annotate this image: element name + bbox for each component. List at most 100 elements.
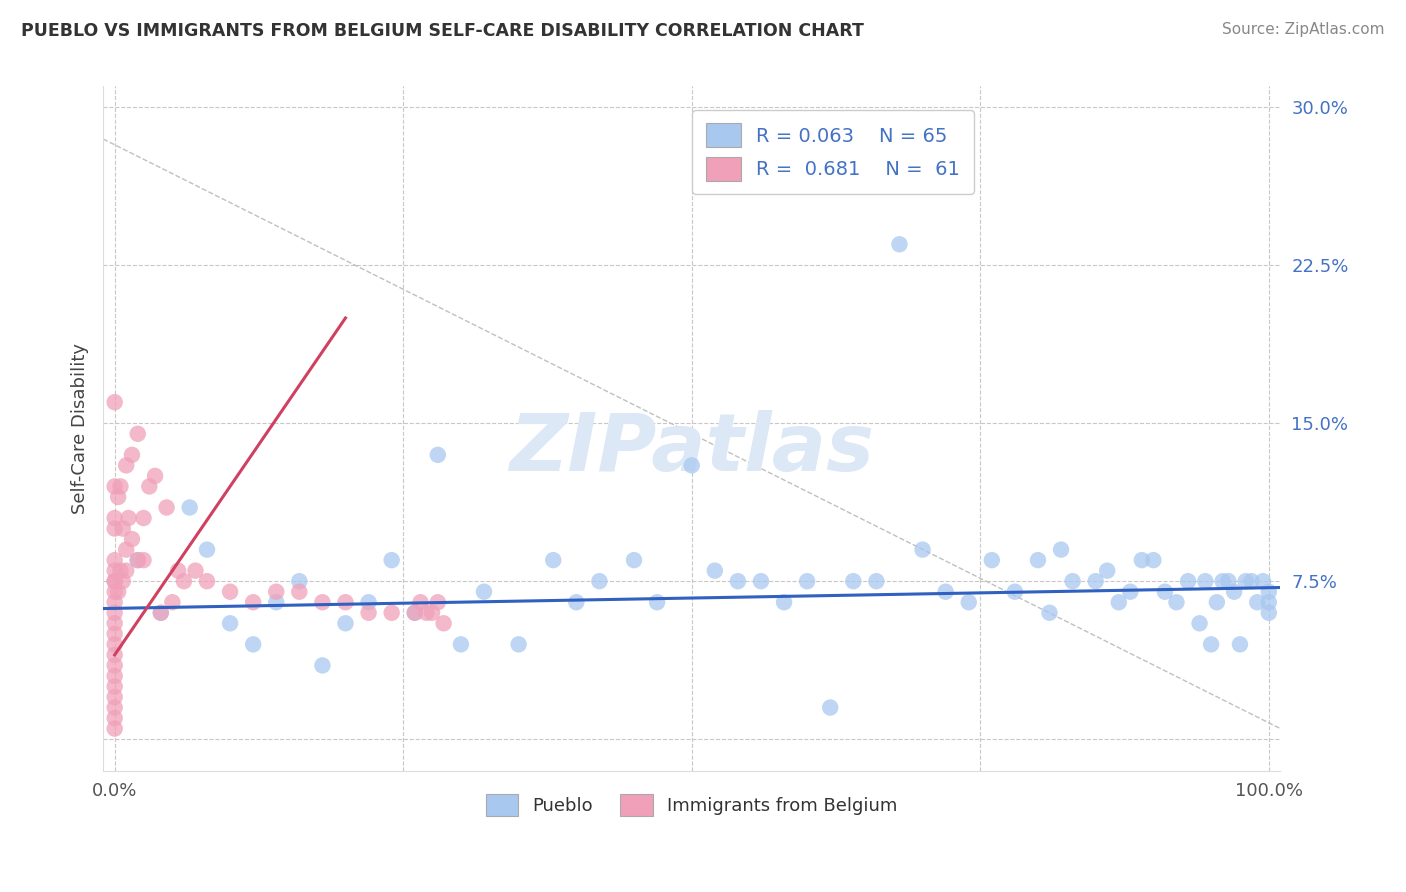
Point (104, 564, 127, 578)
Text: PUEBLO VS IMMIGRANTS FROM BELGIUM SELF-CARE DISABILITY CORRELATION CHART: PUEBLO VS IMMIGRANTS FROM BELGIUM SELF-C… (21, 22, 863, 40)
Point (104, 574, 127, 589)
Point (1084, 574, 1107, 589)
Point (107, 584, 129, 599)
Point (645, 595, 668, 609)
Point (1130, 553, 1153, 567)
Point (1234, 574, 1257, 589)
Legend: Pueblo, Immigrants from Belgium: Pueblo, Immigrants from Belgium (478, 787, 905, 823)
Point (173, 574, 195, 589)
Point (565, 595, 588, 609)
Point (508, 637, 530, 651)
Point (242, 637, 264, 651)
Point (818, 700, 841, 714)
Point (110, 479, 132, 493)
Point (143, 469, 166, 483)
Point (957, 595, 980, 609)
Point (104, 479, 127, 493)
Point (357, 606, 380, 620)
Point (796, 574, 818, 589)
Point (450, 637, 472, 651)
Point (381, 606, 404, 620)
Point (426, 595, 449, 609)
Point (104, 690, 127, 704)
Point (288, 574, 311, 589)
Point (1251, 574, 1274, 589)
Point (889, 237, 911, 252)
Point (381, 553, 404, 567)
Point (104, 574, 127, 589)
Point (121, 532, 143, 546)
Point (842, 574, 865, 589)
Point (104, 522, 127, 536)
Point (1004, 584, 1026, 599)
Point (426, 448, 449, 462)
Point (749, 574, 772, 589)
Point (104, 616, 127, 631)
Point (162, 595, 184, 609)
Point (1223, 584, 1246, 599)
Point (357, 595, 380, 609)
Point (104, 648, 127, 662)
Point (104, 637, 127, 651)
Point (104, 606, 127, 620)
Point (1246, 595, 1268, 609)
Point (132, 511, 155, 525)
Point (588, 574, 610, 589)
Point (167, 564, 190, 578)
Point (541, 553, 564, 567)
Point (1212, 574, 1234, 589)
Point (110, 564, 132, 578)
Point (117, 511, 139, 525)
Point (1119, 584, 1142, 599)
Point (404, 606, 426, 620)
Point (104, 627, 127, 641)
Point (1199, 637, 1222, 651)
Point (935, 584, 957, 599)
Point (104, 711, 127, 725)
Point (1229, 637, 1251, 651)
Point (104, 658, 127, 673)
Point (219, 616, 242, 631)
Point (311, 658, 333, 673)
Point (911, 542, 934, 557)
Point (415, 606, 437, 620)
Text: Source: ZipAtlas.com: Source: ZipAtlas.com (1222, 22, 1385, 37)
Point (865, 574, 887, 589)
Point (104, 553, 127, 567)
Point (184, 564, 207, 578)
Point (404, 606, 426, 620)
Point (155, 500, 177, 515)
Point (311, 595, 333, 609)
Point (1095, 564, 1118, 578)
Point (111, 574, 134, 589)
Point (132, 553, 155, 567)
Point (115, 542, 138, 557)
Point (1257, 584, 1279, 599)
Point (1218, 574, 1240, 589)
Point (1166, 595, 1188, 609)
Point (335, 616, 357, 631)
Point (179, 500, 201, 515)
Point (104, 669, 127, 683)
Y-axis label: Self-Care Disability: Self-Care Disability (72, 343, 89, 514)
Point (1177, 574, 1199, 589)
Point (127, 426, 149, 441)
Point (1142, 553, 1164, 567)
Point (420, 606, 443, 620)
Point (104, 722, 127, 736)
Point (149, 606, 172, 620)
Point (433, 616, 456, 631)
Point (1194, 574, 1216, 589)
Point (1026, 553, 1049, 567)
Point (264, 595, 287, 609)
Text: ZIPatlas: ZIPatlas (509, 410, 875, 488)
Point (127, 553, 149, 567)
Point (127, 553, 149, 567)
Point (121, 448, 143, 462)
Point (115, 564, 138, 578)
Point (1108, 595, 1130, 609)
Point (980, 553, 1002, 567)
Point (703, 564, 725, 578)
Point (335, 595, 357, 609)
Point (472, 584, 495, 599)
